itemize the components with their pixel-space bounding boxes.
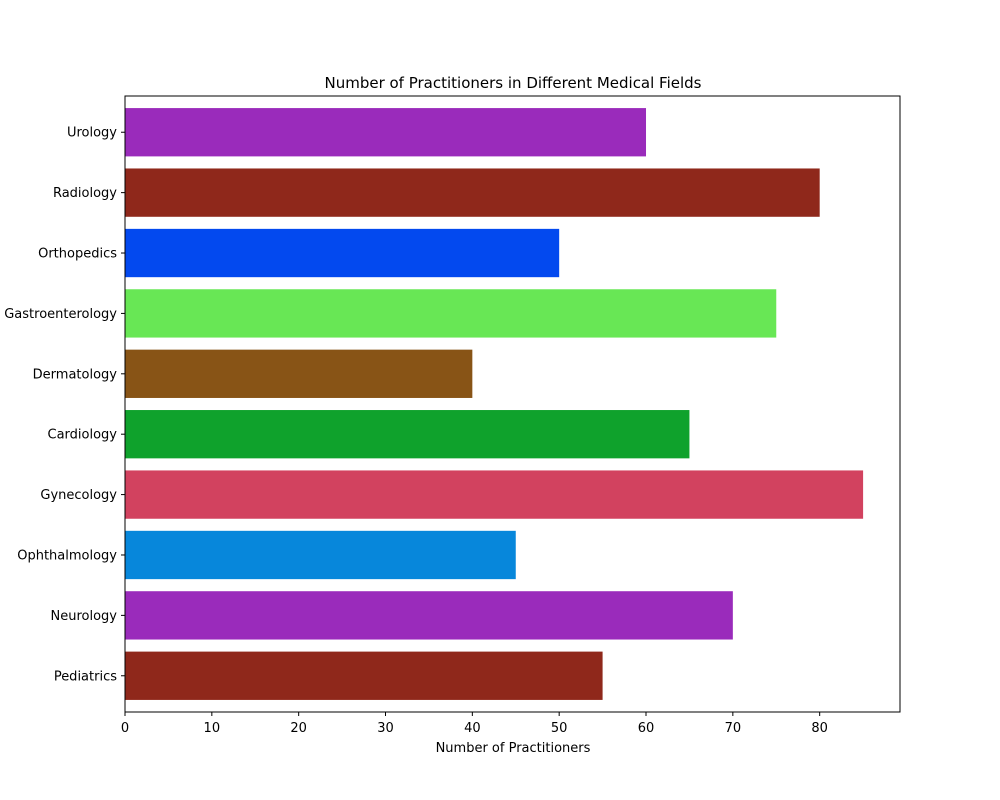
bar-pediatrics (125, 651, 603, 700)
x-tick-label: 20 (290, 721, 307, 736)
y-tick-label: Dermatology (33, 367, 118, 382)
x-tick-label: 50 (551, 721, 568, 736)
chart-title: Number of Practitioners in Different Med… (324, 74, 701, 92)
y-tick-label: Radiology (53, 186, 117, 201)
y-tick-label: Orthopedics (38, 247, 117, 262)
y-tick-label: Gynecology (40, 488, 117, 503)
bar-cardiology (125, 410, 690, 459)
y-tick-label: Ophthalmology (17, 548, 117, 563)
bar-orthopedics (125, 228, 560, 278)
y-tick-label: Urology (67, 126, 117, 141)
bar-gynecology (125, 470, 864, 519)
bar-dermatology (125, 349, 473, 398)
plot-frame (124, 95, 901, 713)
x-axis-label: Number of Practitioners (436, 741, 591, 756)
x-tick-label: 40 (464, 721, 481, 736)
x-tick-label: 30 (377, 721, 394, 736)
bar-radiology (125, 168, 820, 217)
y-tick-label: Gastroenterology (4, 307, 117, 322)
x-tick-label: 0 (121, 721, 129, 736)
bars-layer (125, 108, 864, 700)
x-tick-label: 60 (638, 721, 655, 736)
x-tick-label: 10 (204, 721, 221, 736)
x-tick-label: 70 (725, 721, 742, 736)
bar-ophthalmology (125, 530, 516, 580)
y-tick-label: Pediatrics (54, 669, 117, 684)
bar-gastroenterology (125, 289, 777, 338)
bar-urology (125, 108, 647, 157)
bar-neurology (125, 591, 733, 640)
x-tick-label: 80 (811, 721, 828, 736)
y-tick-label: Cardiology (48, 428, 118, 443)
y-tick-label: Neurology (51, 609, 118, 624)
ticks-layer: Pediatrics Neurology Ophthalmology Gynecolo… (4, 126, 828, 736)
